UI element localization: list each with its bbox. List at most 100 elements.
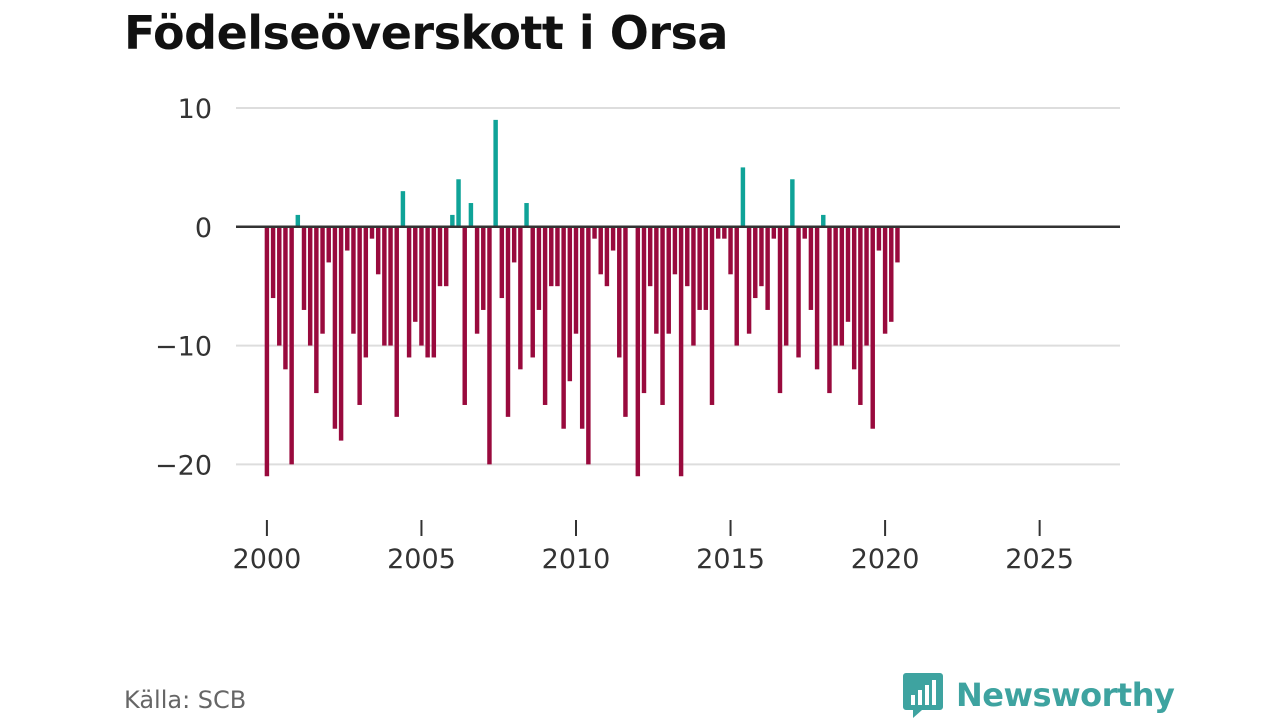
bar [338,226,344,441]
bar [345,226,350,251]
bar [579,226,585,429]
bar-chart: 10 0 −10 −20 2000 2005 2010 2015 2020 2025 [155,94,1120,575]
bar [530,226,535,358]
bar [382,226,387,346]
bar [369,226,375,239]
bar [678,226,684,477]
bar [586,226,591,465]
bar [851,226,857,370]
bar [617,226,622,358]
bar [647,226,653,287]
bar [592,226,597,239]
bar [895,226,900,263]
bar [827,226,832,394]
bar [814,226,820,370]
bar [425,226,430,358]
x-tick-label: 2015 [696,544,765,575]
bar [505,226,511,417]
bar [728,226,733,275]
bar [493,119,498,227]
newsworthy-logo-icon [903,673,943,718]
bar [691,226,696,346]
bar [604,226,610,287]
bar [567,226,573,382]
bar [394,226,399,417]
bar [326,226,331,263]
bar [765,226,770,310]
bar [641,226,647,394]
bar [783,226,789,346]
x-tick-label: 2010 [542,544,611,575]
bar [450,214,455,227]
bar [858,226,863,405]
brand-name: Newsworthy [956,676,1175,714]
bar [549,226,554,287]
y-tick-label: −20 [155,450,212,481]
bar [487,226,492,465]
bar [542,226,548,405]
bars [264,119,900,477]
bar [796,226,801,358]
bar [301,226,307,310]
axes: 10 0 −10 −20 2000 2005 2010 2015 2020 2025 [155,94,1120,575]
bar [314,226,319,394]
source-note: Källa: SCB [124,686,247,714]
bar [889,226,894,322]
bar [870,226,875,429]
y-tick-label: 10 [178,94,212,125]
bar [307,226,313,346]
bar [703,226,709,310]
bar [740,167,746,227]
bar [437,226,443,287]
bar [734,226,739,346]
bar [685,226,690,287]
bar [456,179,461,227]
bar [759,226,764,287]
bar [722,226,727,239]
bar [375,226,381,275]
bar [598,226,603,275]
bar [388,226,393,346]
bar [771,226,777,239]
bar [462,226,467,405]
y-tick-label: −10 [155,332,212,363]
bar [555,226,560,287]
bar [635,226,641,477]
x-tick-label: 2000 [233,544,302,575]
bar [790,179,795,227]
bar [413,226,418,322]
bar [357,226,362,405]
bar [709,226,715,405]
bar [289,226,294,465]
bar [715,226,721,239]
bar [419,226,424,346]
bar [270,226,276,299]
bar [264,226,270,477]
gridlines [236,107,1120,466]
bar [320,226,325,334]
bar [802,226,807,239]
bar [610,226,616,251]
bar [821,214,826,227]
bar [474,226,480,334]
bar [845,226,851,322]
x-tick-label: 2020 [851,544,920,575]
bar [753,226,758,299]
bar [277,226,282,346]
bar [808,226,814,310]
bar [876,226,882,251]
bar [561,226,566,429]
bar [864,226,869,346]
bar [481,226,486,310]
bar [518,226,523,370]
x-tick-label: 2025 [1005,544,1074,575]
bar [332,226,338,429]
bar [468,203,474,227]
bar [660,226,665,405]
bar [363,226,369,358]
bar [499,226,505,299]
bar [672,226,678,275]
brand-logo[interactable]: Newsworthy [902,670,1175,720]
bar [400,191,406,227]
bar [623,226,628,417]
